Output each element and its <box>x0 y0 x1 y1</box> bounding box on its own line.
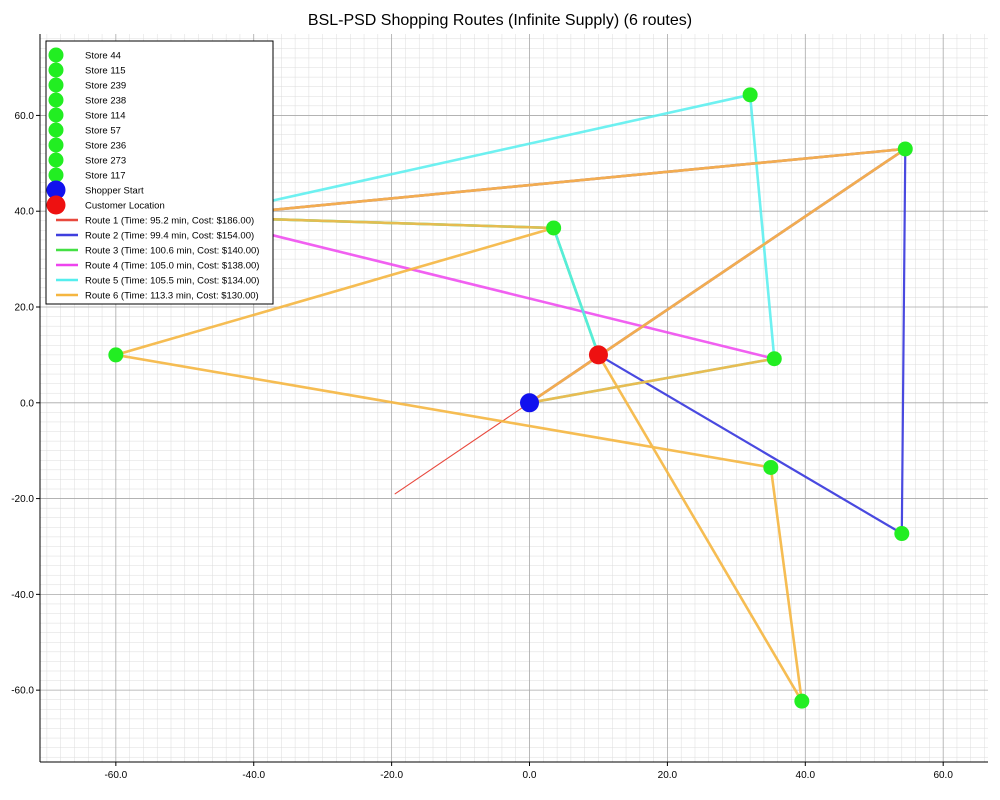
y-tick-label: 20.0 <box>15 303 35 314</box>
legend-label: Store 238 <box>85 96 126 107</box>
y-tick-label: -60.0 <box>11 686 34 697</box>
legend-swatch-dot <box>46 180 66 200</box>
route-line-2 <box>528 147 907 535</box>
legend-label: Store 239 <box>85 81 126 92</box>
store-marker <box>742 87 758 103</box>
customer-location-marker <box>588 345 608 365</box>
legend-label: Customer Location <box>85 201 165 212</box>
legend-label: Route 3 (Time: 100.6 min, Cost: $140.00) <box>85 246 259 257</box>
store-marker <box>894 526 910 542</box>
route-line-6 <box>114 147 907 703</box>
store-marker <box>546 220 562 236</box>
x-tick-label: 60.0 <box>933 770 953 781</box>
legend-label: Route 5 (Time: 105.5 min, Cost: $134.00) <box>85 276 259 287</box>
chart-title: BSL-PSD Shopping Routes (Infinite Supply… <box>307 12 693 29</box>
x-tick-label: 0.0 <box>523 770 537 781</box>
store-marker <box>108 347 124 363</box>
legend-label: Store 44 <box>85 51 121 62</box>
legend-swatch-store <box>48 107 64 123</box>
y-tick-label: 40.0 <box>15 207 35 218</box>
legend-label: Store 273 <box>85 156 126 167</box>
legend-swatch-store <box>48 137 64 153</box>
grid <box>40 34 988 762</box>
x-tick-label: -40.0 <box>242 770 265 781</box>
x-tick-label: 40.0 <box>796 770 816 781</box>
legend-label: Store 236 <box>85 141 126 152</box>
store-marker <box>766 351 782 367</box>
legend-swatch-store <box>48 62 64 78</box>
legend-swatch-store <box>48 122 64 138</box>
legend-swatch-store <box>48 92 64 108</box>
legend-box <box>45 40 274 305</box>
legend: Store 44 Store 115 Store 239 Store 238 Store… <box>45 40 274 305</box>
store-marker <box>794 693 810 709</box>
legend-label: Store 117 <box>85 171 126 182</box>
legend-label: Shopper Start <box>85 186 144 197</box>
legend-label: Store 114 <box>85 111 126 122</box>
legend-label: Route 4 (Time: 105.0 min, Cost: $138.00) <box>85 261 259 272</box>
legend-swatch-store <box>48 152 64 168</box>
legend-swatch-dot <box>46 195 66 215</box>
legend-label: Store 115 <box>85 66 126 77</box>
y-tick-label: -40.0 <box>11 590 34 601</box>
store-marker <box>763 459 779 475</box>
shopper-start-marker <box>520 393 540 413</box>
y-tick-label: -20.0 <box>11 494 34 505</box>
y-tick-label: 0.0 <box>20 398 34 409</box>
x-tick-label: -20.0 <box>380 770 403 781</box>
legend-swatch-store <box>48 77 64 93</box>
x-tick-label: 20.0 <box>658 770 678 781</box>
legend-swatch-store <box>48 167 64 183</box>
store-marker <box>897 141 913 157</box>
legend-label: Route 2 (Time: 99.4 min, Cost: $154.00) <box>85 231 254 242</box>
y-tick-label: 60.0 <box>15 111 35 122</box>
legend-label: Route 6 (Time: 113.3 min, Cost: $130.00) <box>85 291 259 302</box>
legend-label: Route 1 (Time: 95.2 min, Cost: $186.00) <box>85 216 254 227</box>
x-tick-label: -60.0 <box>104 770 127 781</box>
legend-swatch-store <box>48 47 64 63</box>
legend-label: Store 57 <box>85 126 121 137</box>
